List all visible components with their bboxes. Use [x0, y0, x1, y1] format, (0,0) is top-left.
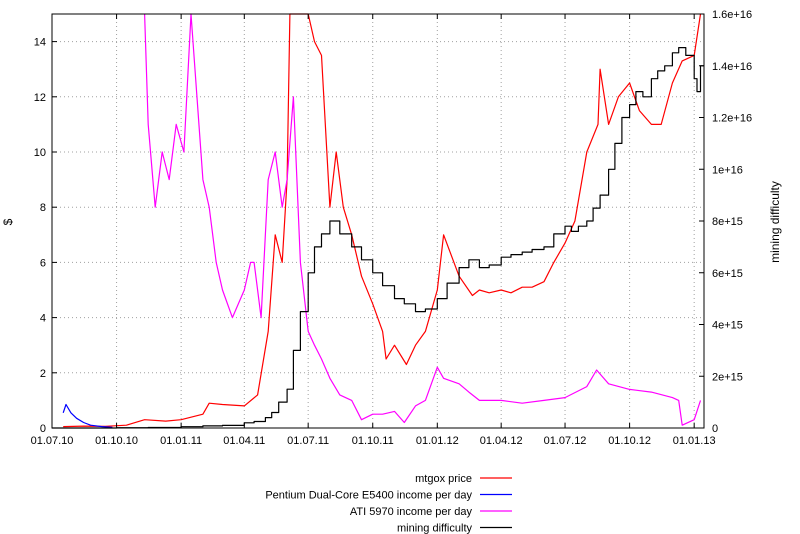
x-tick-label: 01.10.11	[352, 435, 394, 447]
y-tick-label: 4	[40, 313, 46, 325]
y-tick-label: 10	[34, 147, 46, 159]
y2-tick-label: 6e+15	[712, 268, 743, 280]
y2-tick-label: 2e+15	[712, 371, 743, 383]
y2-tick-label: 8e+15	[712, 216, 743, 228]
legend-label: mining difficulty	[397, 523, 472, 534]
grid	[51, 14, 704, 428]
y2-tick-label: 4e+15	[712, 320, 743, 332]
y-axis-label: $	[1, 218, 15, 225]
y-tick-label: 6	[40, 257, 46, 269]
plot-frame	[51, 13, 705, 429]
series-line-3	[52, 47, 704, 429]
x-tick-label: 01.10.10	[95, 435, 138, 447]
legend: mtgox price Pentium Dual-Core E5400 incom…	[265, 473, 512, 534]
series-line-1	[62, 403, 113, 428]
ticks: 01.07.10 01.10.10 01.01.11 01.04.11 01.07.11…	[31, 9, 752, 447]
series-layer	[52, 13, 704, 429]
y2-tick-label: 1.4e+16	[712, 61, 752, 73]
x-tick-label: 01.01.12	[416, 435, 459, 447]
y-tick-label: 0	[40, 423, 46, 435]
x-tick-label: 01.10.12	[608, 435, 651, 447]
y-tick-label: 14	[34, 37, 46, 49]
x-tick-label: 01.04.12	[480, 435, 523, 447]
legend-label: mtgox price	[415, 473, 472, 485]
y-tick-label: 2	[40, 368, 46, 380]
x-tick-label: 01.04.11	[223, 435, 265, 447]
y2-tick-label: 1.2e+16	[712, 113, 752, 125]
y2-tick-label: 1.6e+16	[712, 9, 752, 21]
x-tick-label: 01.07.12	[544, 435, 587, 447]
y2-axis-label: mining difficulty	[768, 181, 782, 263]
series-line-2	[144, 13, 702, 426]
y2-tick-label: 1e+16	[712, 164, 743, 176]
legend-label: Pentium Dual-Core E5400 income per day	[265, 490, 472, 502]
series-line-0	[63, 13, 702, 428]
y-tick-label: 8	[40, 202, 46, 214]
legend-label: ATI 5970 income per day	[350, 506, 473, 518]
y2-tick-label: 0	[712, 423, 718, 435]
x-tick-label: 01.07.11	[287, 435, 329, 447]
x-tick-label: 01.01.13	[673, 435, 716, 447]
y-tick-label: 12	[34, 92, 46, 104]
x-tick-label: 01.01.11	[160, 435, 202, 447]
x-tick-label: 01.07.10	[31, 435, 74, 447]
